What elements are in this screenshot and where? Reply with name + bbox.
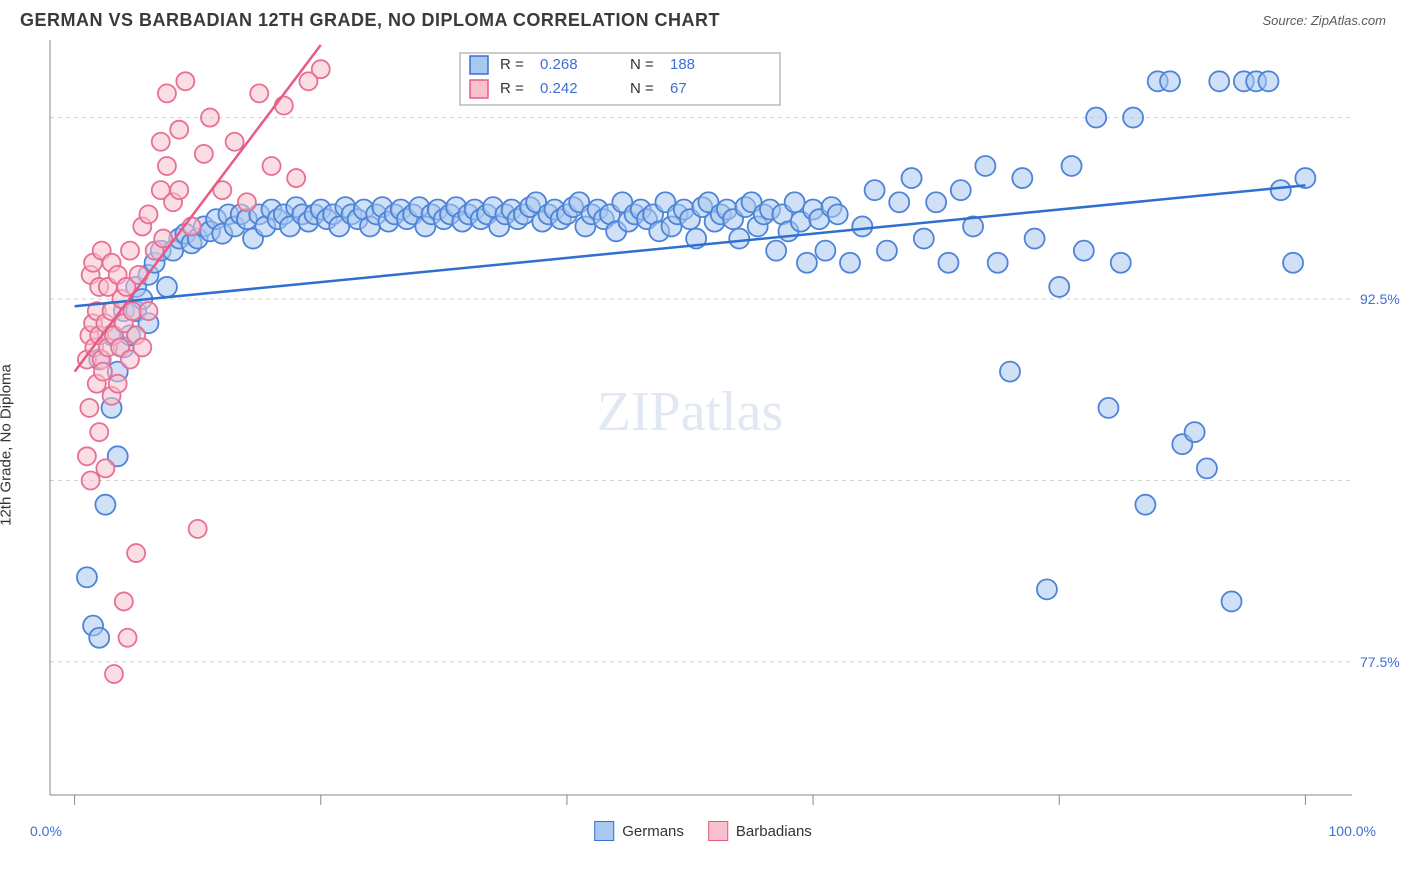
svg-text:0.268: 0.268 xyxy=(540,56,578,73)
y-axis-label: 12th Grade, No Diploma xyxy=(0,364,15,526)
svg-text:77.5%: 77.5% xyxy=(1360,654,1400,670)
source-attribution: Source: ZipAtlas.com xyxy=(1262,13,1386,28)
svg-text:N =: N = xyxy=(630,56,654,73)
chart-header: GERMAN VS BARBADIAN 12TH GRADE, NO DIPLO… xyxy=(0,0,1406,35)
svg-text:67: 67 xyxy=(670,80,687,97)
legend-label: Germans xyxy=(622,823,684,840)
legend-item-germans: Germans xyxy=(594,821,684,841)
legend-item-barbadians: Barbadians xyxy=(708,821,812,841)
legend-swatch xyxy=(708,821,728,841)
svg-text:ZIPatlas: ZIPatlas xyxy=(597,381,784,443)
x-axis-min-label: 0.0% xyxy=(30,823,62,839)
svg-text:188: 188 xyxy=(670,56,695,73)
scatter-chart: 77.5% 92.5% ZIPatlas R = 0.268 N = 188 R = 0.24… xyxy=(0,35,1406,855)
svg-text:R =: R = xyxy=(500,80,524,97)
x-axis-max-label: 100.0% xyxy=(1329,823,1376,839)
legend-label: Barbadians xyxy=(736,823,812,840)
source-label: Source: xyxy=(1262,13,1310,28)
chart-area: 12th Grade, No Diploma 77.5% 92.5% ZIPatla… xyxy=(0,35,1406,855)
svg-text:0.242: 0.242 xyxy=(540,80,578,97)
svg-text:R =: R = xyxy=(500,56,524,73)
source-value: ZipAtlas.com xyxy=(1311,13,1386,28)
legend-swatch xyxy=(594,821,614,841)
chart-title: GERMAN VS BARBADIAN 12TH GRADE, NO DIPLO… xyxy=(20,10,720,31)
series-legend: Germans Barbadians xyxy=(594,821,812,841)
svg-text:92.5%: 92.5% xyxy=(1360,291,1400,307)
bottom-legend-bar: 0.0% Germans Barbadians 100.0% xyxy=(0,823,1406,839)
svg-text:N =: N = xyxy=(630,80,654,97)
